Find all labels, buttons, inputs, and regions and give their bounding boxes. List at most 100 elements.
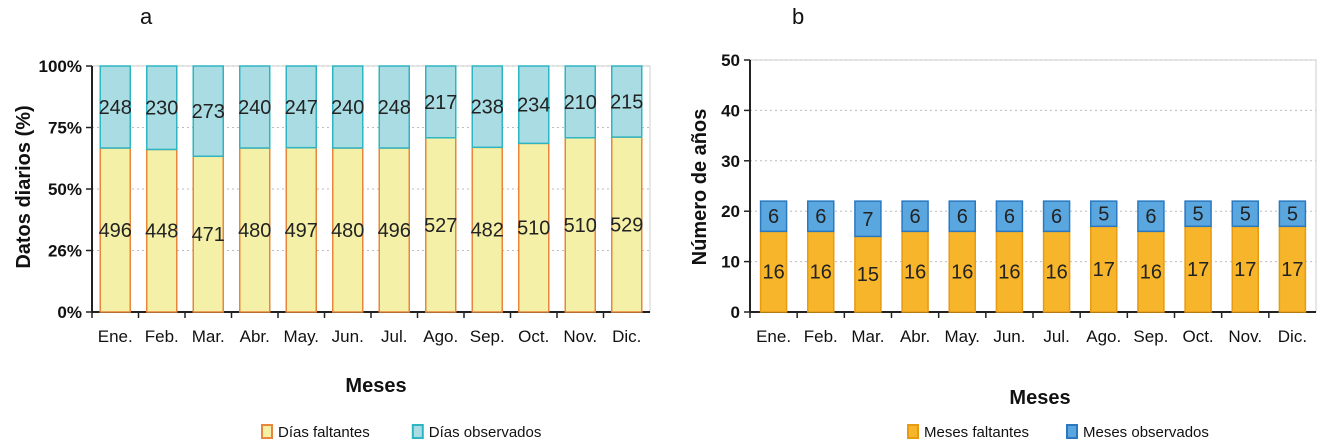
bar-meses-observados — [1090, 200, 1118, 228]
data-label: 6 — [1145, 206, 1156, 228]
data-label: 496 — [378, 220, 411, 242]
bar-dias-observados — [564, 65, 596, 139]
x-tick-label: Jul. — [1043, 327, 1069, 346]
data-label: 16 — [951, 262, 973, 284]
plot-area-b: 0 10 20 30 40 50 16 6 Ene. 16 6 Feb. 15 7 Mar. 16 6 Abr. 1… — [721, 51, 1317, 346]
data-label: 6 — [1051, 206, 1062, 228]
data-label: 16 — [762, 262, 784, 284]
panel-label-a: a — [140, 4, 153, 29]
bar-dias-faltantes — [564, 137, 596, 313]
bar-meses-observados — [807, 200, 835, 233]
legend-a: Días faltantes Días observados — [261, 424, 542, 441]
x-tick-label: Mar. — [851, 327, 884, 346]
data-label: 448 — [145, 221, 178, 243]
bar-meses-observados — [995, 200, 1024, 233]
data-label: 480 — [238, 220, 271, 242]
data-label: 5 — [1098, 204, 1109, 226]
bar-meses-faltantes — [807, 230, 835, 313]
x-tick-label: Jun. — [332, 327, 364, 346]
bar-dias-faltantes — [425, 137, 457, 313]
bar-dias-observados — [146, 65, 178, 151]
x-tick-label: Sep. — [470, 327, 505, 346]
plot-frame — [749, 59, 1317, 313]
data-label: 240 — [331, 97, 364, 119]
data-label: 210 — [564, 92, 597, 114]
data-label: 496 — [99, 220, 132, 242]
data-label: 529 — [610, 215, 643, 237]
bar-dias-faltantes — [611, 136, 643, 313]
bar-dias-observados — [192, 65, 224, 158]
bar-meses-faltantes — [1278, 225, 1307, 313]
legend-swatch — [261, 424, 273, 439]
y-tick-label: 0 — [731, 303, 740, 322]
data-label: 273 — [192, 101, 225, 123]
bar-dias-observados — [239, 65, 271, 149]
data-label: 6 — [768, 206, 779, 228]
legend-swatch — [907, 424, 919, 439]
data-label: 527 — [424, 215, 457, 237]
bar-meses-observados — [901, 200, 929, 233]
x-tick-label: Oct. — [518, 327, 549, 346]
bar-dias-faltantes — [332, 147, 364, 313]
data-label: 5 — [1287, 204, 1298, 226]
bar-dias-faltantes — [378, 147, 410, 313]
bar-dias-observados — [471, 65, 503, 149]
x-tick-label: Ago. — [423, 327, 458, 346]
y-tick-label: 26% — [48, 242, 82, 261]
bar-dias-faltantes — [471, 146, 503, 313]
data-label: 230 — [145, 98, 178, 120]
y-tick-label: 40 — [721, 101, 740, 120]
x-tick-label: Dic. — [612, 327, 641, 346]
chart-panel-b: b Número de años Meses 0 10 20 30 40 50 16 6 Ene… — [689, 4, 1317, 441]
data-label: 240 — [238, 97, 271, 119]
data-label: 480 — [331, 220, 364, 242]
y-tick-label: 50% — [48, 180, 82, 199]
data-label: 6 — [910, 206, 921, 228]
bar-dias-observados — [285, 65, 317, 149]
bar-dias-observados — [425, 65, 457, 139]
legend-label: Días observados — [429, 424, 542, 441]
legend-label: Meses faltantes — [924, 424, 1029, 441]
x-axis-title-a: Meses — [345, 375, 406, 397]
data-label: 510 — [517, 218, 550, 240]
bar-meses-observados — [1137, 200, 1165, 233]
data-label: 16 — [810, 262, 832, 284]
x-tick-label: Mar. — [192, 327, 225, 346]
data-label: 16 — [1140, 262, 1162, 284]
x-axis-title-b: Meses — [1009, 387, 1070, 409]
data-label: 6 — [815, 206, 826, 228]
x-tick-label: Dic. — [1278, 327, 1307, 346]
bar-dias-faltantes — [239, 147, 271, 313]
legend-b: Meses faltantes Meses observados — [907, 424, 1209, 441]
bar-meses-observados — [1042, 200, 1071, 233]
x-tick-label: Abr. — [240, 327, 270, 346]
bar-meses-faltantes — [1042, 230, 1071, 313]
y-tick-label: 0% — [57, 303, 82, 322]
data-label: 5 — [1193, 204, 1204, 226]
bar-meses-observados — [759, 200, 788, 233]
x-tick-label: Ene. — [756, 327, 791, 346]
data-label: 497 — [285, 220, 318, 242]
bar-dias-observados — [611, 65, 643, 138]
data-label: 7 — [862, 209, 873, 231]
data-label: 17 — [1187, 259, 1209, 281]
data-label: 248 — [99, 97, 132, 119]
bar-meses-observados — [1231, 200, 1259, 228]
x-tick-label: Jul. — [381, 327, 407, 346]
data-label: 482 — [471, 220, 504, 242]
chart-panel-a: a Datos diarios (%) Meses 0% 26% 50% 75% 100… — [13, 4, 651, 441]
bar-dias-observados — [378, 65, 410, 149]
data-label: 16 — [998, 262, 1020, 284]
x-tick-label: Oct. — [1182, 327, 1213, 346]
y-tick-label: 30 — [721, 152, 740, 171]
y-tick-label: 10 — [721, 253, 740, 272]
bar-dias-faltantes — [192, 155, 224, 313]
y-tick-label: 100% — [39, 57, 82, 76]
x-tick-label: Abr. — [900, 327, 930, 346]
panel-label-b: b — [792, 4, 804, 29]
bar-meses-observados — [854, 200, 882, 238]
y-tick-label: 50 — [721, 51, 740, 70]
x-tick-label: Feb. — [804, 327, 838, 346]
bar-dias-observados — [99, 65, 131, 149]
